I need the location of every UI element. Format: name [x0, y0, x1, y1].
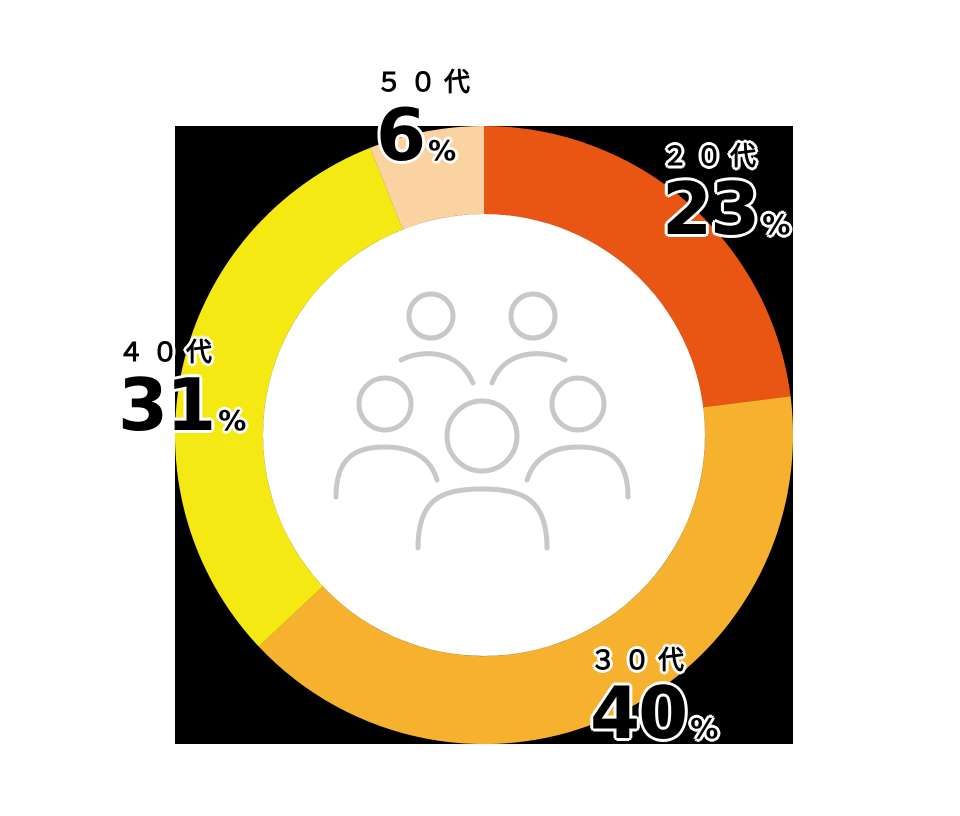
age-label: ５０代 — [376, 68, 479, 98]
age-label: ３０代 — [590, 646, 693, 676]
age-label: ２０代 — [662, 142, 765, 172]
label-50s: ５０代 6% — [376, 62, 478, 171]
percent-value: 40 — [590, 671, 688, 755]
label-30s: ３０代 40% — [590, 640, 718, 749]
segment-20s — [484, 125, 791, 408]
percent-value: 31 — [118, 363, 216, 447]
percent-value: 6 — [376, 93, 426, 177]
people-group-icon — [333, 291, 631, 551]
donut-center — [263, 214, 705, 656]
segment-40s — [174, 147, 403, 647]
percent-unit: % — [762, 208, 791, 241]
segment-30s — [258, 396, 794, 745]
percent-unit: % — [690, 712, 719, 745]
segment-50s — [370, 126, 484, 230]
percent-value: 23 — [662, 167, 760, 251]
percent-unit: % — [218, 404, 247, 437]
percent-unit: % — [428, 134, 457, 167]
age-label: ４０代 — [118, 338, 221, 368]
label-20s: ２０代 23% — [662, 136, 790, 245]
label-40s: ４０代 31% — [118, 332, 246, 441]
